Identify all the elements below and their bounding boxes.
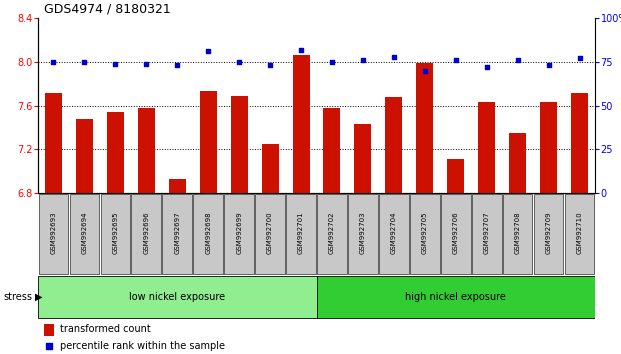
Text: GSM992694: GSM992694 [81,211,88,253]
FancyBboxPatch shape [564,194,594,274]
Text: GSM992709: GSM992709 [546,211,551,254]
Text: GSM992698: GSM992698 [205,211,211,254]
Point [48,59,58,64]
Point [111,61,120,66]
Bar [416,63,433,193]
FancyBboxPatch shape [533,194,563,274]
Bar [261,144,279,193]
Point [543,62,553,68]
Bar [447,159,465,193]
Point [172,62,182,68]
FancyBboxPatch shape [255,194,285,274]
Text: GSM992708: GSM992708 [515,211,520,254]
Text: GDS4974 / 8180321: GDS4974 / 8180321 [44,2,171,15]
Text: GSM992710: GSM992710 [576,211,582,254]
Point [482,64,492,70]
Text: stress: stress [3,292,32,302]
Point [420,68,430,73]
Text: high nickel exposure: high nickel exposure [406,292,506,302]
Bar [386,97,402,193]
Bar [540,102,557,193]
Text: GSM992697: GSM992697 [175,211,180,254]
Text: GSM992695: GSM992695 [112,211,119,253]
Text: GSM992701: GSM992701 [298,211,304,254]
Point [203,48,213,54]
FancyBboxPatch shape [410,194,440,274]
Point [389,54,399,59]
FancyBboxPatch shape [317,194,347,274]
Bar [509,133,526,193]
Point [296,47,306,52]
Bar [76,119,93,193]
FancyBboxPatch shape [193,194,223,274]
Text: GSM992702: GSM992702 [329,211,335,253]
FancyBboxPatch shape [38,276,317,318]
Point [265,62,275,68]
Text: GSM992699: GSM992699 [236,211,242,254]
Point [513,57,523,63]
FancyBboxPatch shape [101,194,130,274]
FancyBboxPatch shape [39,194,68,274]
Text: GSM992696: GSM992696 [143,211,149,254]
Point [358,57,368,63]
Bar [169,179,186,193]
FancyBboxPatch shape [224,194,254,274]
FancyBboxPatch shape [441,194,471,274]
Point [574,56,584,61]
FancyBboxPatch shape [472,194,502,274]
Bar [107,112,124,193]
Point [451,57,461,63]
Bar [200,91,217,193]
Point [79,59,89,64]
Bar [292,55,309,193]
Point [43,343,53,349]
Text: GSM992693: GSM992693 [50,211,57,254]
Text: low nickel exposure: low nickel exposure [129,292,225,302]
Bar [230,96,248,193]
Bar [138,108,155,193]
Bar [324,108,340,193]
Text: percentile rank within the sample: percentile rank within the sample [60,341,225,351]
Text: GSM992707: GSM992707 [484,211,490,254]
Bar [45,93,62,193]
Bar [571,93,588,193]
Bar [478,102,495,193]
Point [327,59,337,64]
Point [142,61,152,66]
FancyBboxPatch shape [132,194,161,274]
Text: GSM992704: GSM992704 [391,211,397,253]
Text: ▶: ▶ [35,292,42,302]
FancyBboxPatch shape [379,194,409,274]
Text: transformed count: transformed count [60,325,151,335]
Text: GSM992703: GSM992703 [360,211,366,254]
Bar [43,324,53,336]
Text: GSM992700: GSM992700 [267,211,273,254]
FancyBboxPatch shape [286,194,316,274]
Text: GSM992705: GSM992705 [422,211,428,253]
FancyBboxPatch shape [348,194,378,274]
Text: GSM992706: GSM992706 [453,211,459,254]
FancyBboxPatch shape [503,194,532,274]
FancyBboxPatch shape [163,194,192,274]
FancyBboxPatch shape [70,194,99,274]
Point [234,59,244,64]
FancyBboxPatch shape [317,276,595,318]
Bar [355,124,371,193]
